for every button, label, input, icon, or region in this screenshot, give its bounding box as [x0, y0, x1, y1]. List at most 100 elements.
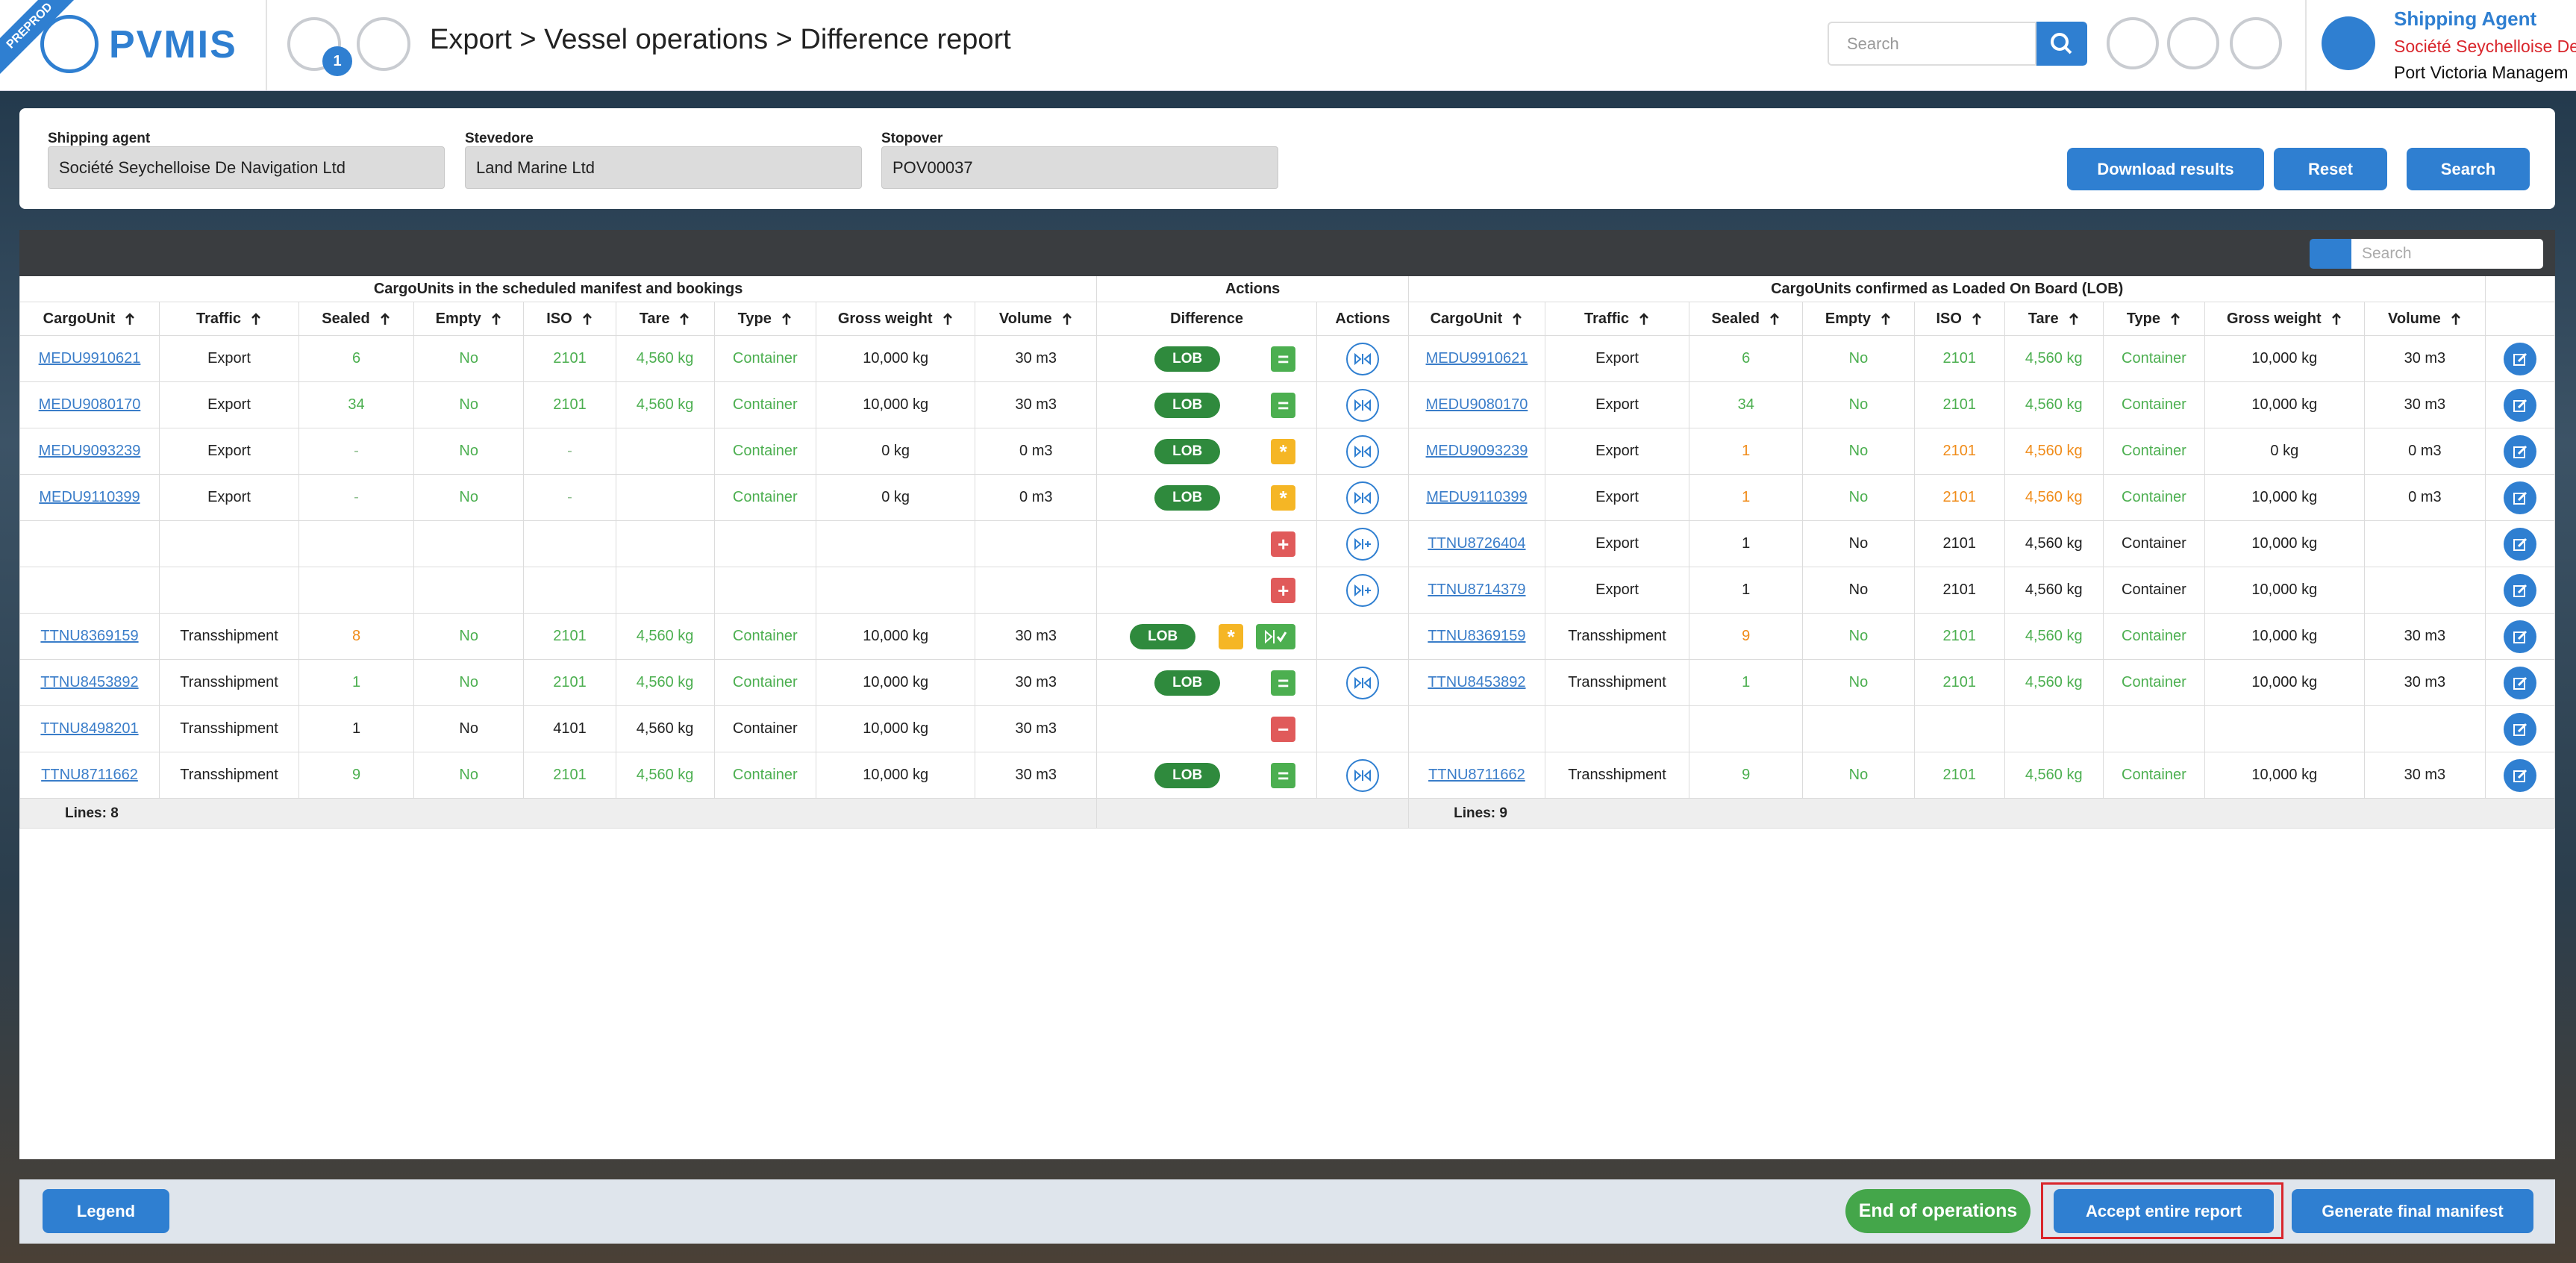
download-button[interactable]: Download results — [2067, 148, 2264, 190]
cell: 4,560 kg — [615, 659, 715, 706]
column-header[interactable]: Sealed — [1689, 302, 1804, 336]
cargo-unit-link[interactable]: TTNU8726404 — [1428, 535, 1526, 552]
edit-button[interactable] — [2503, 527, 2536, 561]
cargo-unit-link[interactable]: MEDU9080170 — [1425, 396, 1528, 413]
filter-input[interactable]: Land Marine Ltd — [465, 146, 862, 189]
filter-toggle[interactable] — [2310, 239, 2351, 269]
compare-action[interactable] — [1346, 434, 1380, 468]
edit-button[interactable] — [2503, 758, 2536, 792]
cargo-unit-link[interactable]: MEDU9093239 — [38, 443, 141, 459]
edit-button[interactable] — [2503, 712, 2536, 746]
cargo-unit-link[interactable]: TTNU8711662 — [1428, 767, 1525, 783]
settings-button[interactable] — [2167, 17, 2219, 69]
cargo-unit-link[interactable]: TTNU8369159 — [1428, 628, 1526, 644]
refresh-button[interactable] — [357, 17, 410, 71]
end-operations-button[interactable]: End of operations — [1845, 1189, 2031, 1233]
cargo-unit-link[interactable]: TTNU8711662 — [41, 767, 138, 783]
column-title: Gross weight — [837, 310, 933, 327]
cell: Export — [1544, 428, 1690, 475]
cell-value: 1 — [351, 674, 361, 690]
cargo-unit-link[interactable]: MEDU9080170 — [38, 396, 141, 413]
action-cell — [1316, 428, 1410, 475]
cell-value: - — [354, 443, 359, 459]
edit-button[interactable] — [2503, 620, 2536, 653]
action-cell — [1316, 659, 1410, 706]
column-header[interactable]: ISO — [523, 302, 616, 336]
search-button[interactable]: Search — [2407, 148, 2530, 190]
breadcrumb: Export > Vessel operations > Difference … — [430, 24, 1011, 55]
table-search[interactable]: Search — [2351, 239, 2543, 269]
column-header[interactable]: Volume — [2363, 302, 2486, 336]
difference-box: + — [1098, 522, 1316, 567]
cargo-unit-link[interactable]: MEDU9093239 — [1425, 443, 1528, 459]
info-button[interactable] — [2230, 17, 2282, 69]
search-button[interactable] — [2036, 22, 2087, 66]
cell-value: 4,560 kg — [2025, 535, 2083, 552]
compare-action[interactable] — [1346, 481, 1380, 514]
sort-icon — [781, 313, 791, 325]
notifications-button[interactable] — [287, 17, 341, 71]
column-header[interactable]: Sealed — [298, 302, 414, 336]
cargo-unit-link[interactable]: MEDU9910621 — [1425, 350, 1528, 367]
difference-box: LOB = — [1098, 383, 1316, 428]
cell-value: 6 — [1742, 350, 1751, 367]
difference-box: LOB = — [1098, 661, 1316, 705]
column-header[interactable]: CargoUnit — [1408, 302, 1545, 336]
cargo-unit-link[interactable]: MEDU9910621 — [38, 350, 141, 367]
cell: 10,000 kg — [2204, 567, 2365, 614]
cargo-unit-link[interactable]: MEDU9110399 — [39, 489, 140, 505]
accept-report-button[interactable]: Accept entire report — [2054, 1189, 2274, 1233]
cell: Export — [1544, 335, 1690, 382]
cell-value: 1 — [1742, 581, 1751, 598]
cargo-unit-link[interactable]: TTNU8453892 — [40, 674, 139, 690]
compare-action[interactable] — [1346, 388, 1380, 422]
generate-manifest-button[interactable]: Generate final manifest — [2292, 1189, 2533, 1233]
filter-input[interactable]: Société Seychelloise De Navigation Ltd — [48, 146, 445, 189]
column-header — [2485, 302, 2555, 336]
column-header[interactable]: Volume — [975, 302, 1098, 336]
column-header[interactable]: Tare — [615, 302, 715, 336]
edit-button[interactable] — [2503, 434, 2536, 468]
add-action[interactable] — [1346, 527, 1380, 561]
search-input[interactable]: Search — [1828, 22, 2036, 66]
edit-button[interactable] — [2503, 573, 2536, 607]
cargo-unit-link[interactable]: TTNU8498201 — [40, 720, 139, 737]
cargo-unit-link[interactable]: MEDU9110399 — [1426, 489, 1528, 505]
cargo-unit-link[interactable]: TTNU8714379 — [1428, 581, 1526, 598]
button-label: End of operations — [1858, 1200, 2018, 1221]
legend-button[interactable]: Legend — [43, 1189, 169, 1233]
cell-value: Transshipment — [1568, 767, 1666, 783]
compare-action[interactable] — [1346, 666, 1380, 699]
edit-button[interactable] — [2503, 342, 2536, 375]
column-header[interactable]: ISO — [1913, 302, 2005, 336]
column-header[interactable]: CargoUnit — [19, 302, 160, 336]
footer-row: Lines: 8 Lines: 9 — [19, 798, 2555, 829]
column-header[interactable]: Empty — [1802, 302, 1915, 336]
compare-action[interactable] — [1346, 758, 1380, 792]
column-header[interactable]: Tare — [2004, 302, 2104, 336]
validate-button[interactable] — [1256, 624, 1296, 649]
edit-button[interactable] — [2503, 481, 2536, 514]
column-header[interactable]: Empty — [413, 302, 525, 336]
column-header[interactable]: Gross weight — [2204, 302, 2365, 336]
cargo-unit-link[interactable]: TTNU8453892 — [1428, 674, 1526, 690]
cell: 2101 — [1913, 335, 2005, 382]
add-action[interactable] — [1346, 573, 1380, 607]
column-header[interactable]: Traffic — [1544, 302, 1690, 336]
column-header[interactable]: Type — [2102, 302, 2206, 336]
reset-button[interactable]: Reset — [2274, 148, 2387, 190]
column-title: Traffic — [196, 310, 242, 327]
column-header[interactable]: Gross weight — [815, 302, 976, 336]
compare-action[interactable] — [1346, 342, 1380, 375]
difference-symbol: = — [1271, 763, 1296, 788]
edit-button[interactable] — [2503, 388, 2536, 422]
cell-value: 0 m3 — [2408, 489, 2442, 505]
column-header[interactable]: Traffic — [159, 302, 299, 336]
filter-input[interactable]: POV00037 — [881, 146, 1278, 189]
cell-value: 2101 — [1942, 443, 1976, 459]
column-header[interactable]: Type — [713, 302, 816, 336]
cell-value: 1 — [1742, 443, 1751, 459]
cargo-unit-link[interactable]: TTNU8369159 — [40, 628, 139, 644]
edit-button[interactable] — [2503, 666, 2536, 699]
power-button[interactable] — [2107, 17, 2159, 69]
